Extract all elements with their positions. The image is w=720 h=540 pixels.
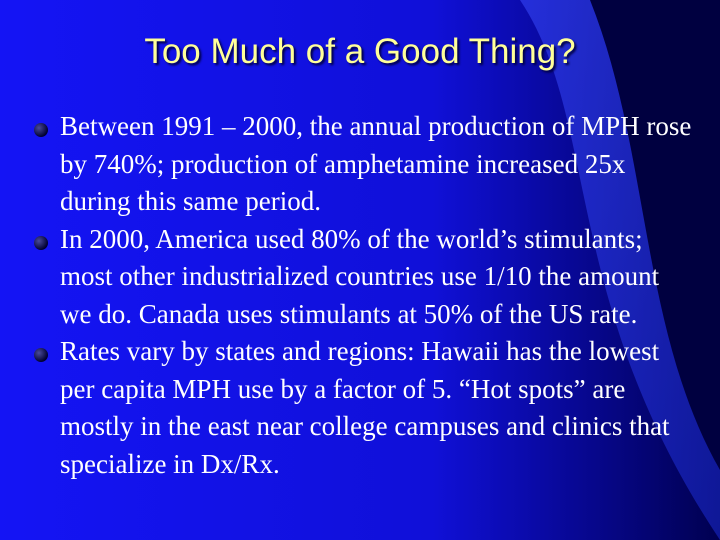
bullet-dot	[34, 235, 48, 250]
slide-title: Too Much of a Good Thing?	[144, 32, 576, 71]
bullet-dot	[34, 348, 48, 362]
bullet-item: In 2000, America used 80% of the world’s…	[32, 221, 692, 334]
bullet-item: Rates vary by states and regions: Hawaii…	[32, 333, 692, 483]
bullet-item: Between 1991 – 2000, the annual producti…	[32, 108, 692, 221]
bullet-list: Between 1991 – 2000, the annual producti…	[32, 108, 692, 483]
bullet-text: Between 1991 – 2000, the annual producti…	[60, 111, 692, 216]
bullet-dot	[34, 123, 48, 137]
bullet-text: Rates vary by states and regions: Hawaii…	[60, 336, 670, 479]
bullet-text: In 2000, America used 80% of the world’s…	[60, 223, 660, 329]
